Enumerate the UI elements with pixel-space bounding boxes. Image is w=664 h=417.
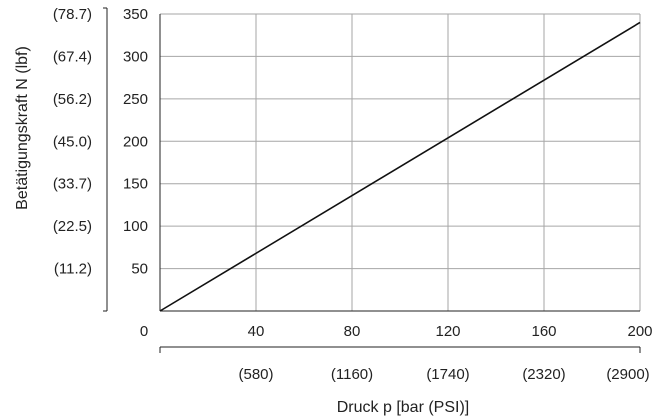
series-layer xyxy=(159,21,641,312)
x-secondary-tick-label-2: (1740) xyxy=(426,366,469,383)
x-tick-label-2: 80 xyxy=(344,323,361,340)
x-tick-label-1: 40 xyxy=(248,323,265,340)
labels-layer: 50 100 150 200 250 300 350 (11.2) (22.5) (33.7) (4… xyxy=(53,6,653,383)
x-tick-label-4: 160 xyxy=(531,323,556,340)
x-secondary-tick-label-4: (2900) xyxy=(606,366,649,383)
x-secondary-tick-label-3: (2320) xyxy=(522,366,565,383)
y-secondary-tick-label-6: (78.7) xyxy=(53,6,92,23)
x-tick-label-3: 120 xyxy=(435,323,460,340)
x-tick-label-5: 200 xyxy=(627,323,652,340)
y-secondary-tick-label-2: (33.7) xyxy=(53,176,92,193)
y-axis-title: Betätigungskraft N (lbf) xyxy=(14,46,31,210)
y-tick-label-1: 100 xyxy=(123,218,148,235)
y-secondary-tick-label-3: (45.0) xyxy=(53,133,92,150)
y-secondary-tick-label-4: (56.2) xyxy=(53,91,92,108)
y-secondary-tick-label-0: (11.2) xyxy=(54,261,92,278)
x-secondary-tick-label-1: (1160) xyxy=(331,366,373,383)
x-tick-label-0: 0 xyxy=(140,323,148,340)
y-tick-label-2: 150 xyxy=(123,176,148,193)
y-secondary-tick-label-5: (67.4) xyxy=(53,48,92,65)
x-axis-title: Druck p [bar (PSI)] xyxy=(337,399,469,416)
y-tick-label-3: 200 xyxy=(123,133,148,150)
y-tick-label-6: 350 xyxy=(123,6,148,23)
axes-layer xyxy=(103,7,641,353)
y-tick-label-0: 50 xyxy=(131,261,148,278)
y-tick-label-5: 300 xyxy=(123,48,148,65)
y-tick-label-4: 250 xyxy=(123,91,148,108)
series-line-0 xyxy=(159,21,641,312)
grid-layer xyxy=(160,13,641,311)
y-secondary-tick-label-1: (22.5) xyxy=(53,218,92,235)
x-secondary-tick-label-0: (580) xyxy=(238,366,273,383)
